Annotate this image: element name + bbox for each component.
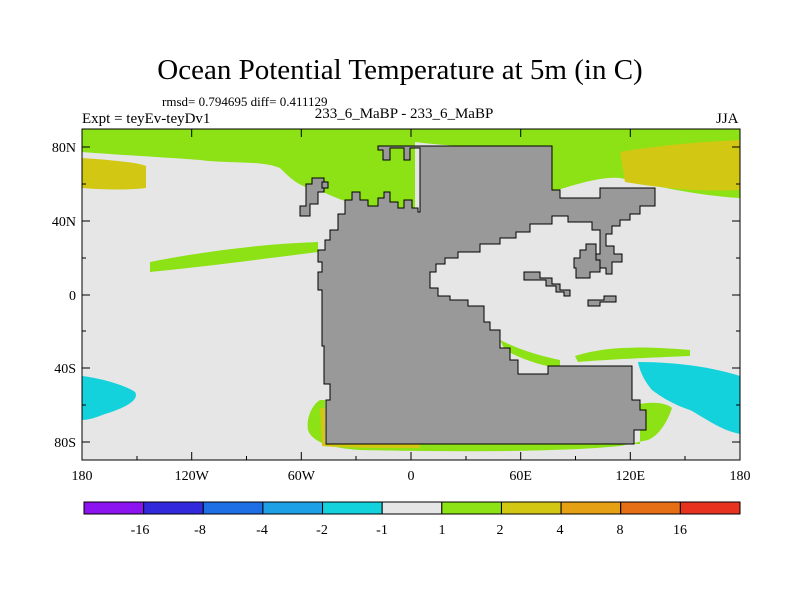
- x-tick-label: 120W: [175, 469, 210, 484]
- colorbar-label: 2: [497, 523, 504, 538]
- colorbar-label: 4: [557, 523, 564, 538]
- colorbar-swatch: [620, 501, 681, 515]
- colorbar-swatch: [83, 501, 145, 515]
- colorbar-swatch: [560, 501, 622, 515]
- x-tick-label: 180: [730, 469, 751, 484]
- colorbar-label: -4: [256, 523, 268, 538]
- colorbar-swatch: [381, 501, 443, 515]
- colorbar-swatch: [143, 501, 204, 515]
- island-arc: [523, 271, 571, 297]
- x-tick-label: 120E: [616, 469, 646, 484]
- y-tick-label: 80N: [52, 141, 76, 156]
- x-tick-label: 180: [72, 469, 93, 484]
- season-label: JJA: [716, 111, 739, 127]
- colorbar-label: 16: [673, 523, 687, 538]
- y-tick-label: 40N: [52, 215, 76, 230]
- y-tick-marks: [82, 146, 740, 443]
- y-tick-label: 40S: [54, 362, 76, 377]
- island-tiny: [321, 181, 329, 189]
- anomaly-cool: [82, 362, 740, 434]
- colorbar-swatch: [679, 501, 741, 515]
- x-tick-label: 0: [408, 469, 415, 484]
- map-subtitle: 233_6_MaBP - 233_6_MaBP: [314, 106, 494, 122]
- island-east: [573, 243, 601, 279]
- land-mask: [317, 145, 656, 445]
- colorbar: [83, 501, 741, 515]
- colorbar-label: -1: [376, 523, 388, 538]
- colorbar-swatch: [441, 501, 502, 515]
- colorbar-swatch: [322, 501, 383, 515]
- colorbar-label: -16: [131, 523, 150, 538]
- island-north: [299, 177, 325, 217]
- colorbar-label: -2: [316, 523, 328, 538]
- map-title: Ocean Potential Temperature at 5m (in C): [157, 54, 643, 86]
- experiment-label: Expt = teyEv-teyDv1: [82, 111, 211, 127]
- x-tick-label: 60E: [509, 469, 532, 484]
- stats-text: rmsd= 0.794695 diff= 0.411129: [162, 94, 328, 109]
- colorbar-label: -8: [194, 523, 206, 538]
- colorbar-swatch: [202, 501, 264, 515]
- island-small: [587, 295, 617, 307]
- y-tick-label: 80S: [54, 436, 76, 451]
- y-tick-label: 0: [69, 289, 76, 304]
- x-tick-label: 60W: [288, 469, 316, 484]
- colorbar-swatch: [500, 501, 562, 515]
- colorbar-label: 1: [439, 523, 446, 538]
- colorbar-label: 8: [617, 523, 624, 538]
- colorbar-swatch: [262, 501, 324, 515]
- x-tick-marks: [136, 129, 686, 460]
